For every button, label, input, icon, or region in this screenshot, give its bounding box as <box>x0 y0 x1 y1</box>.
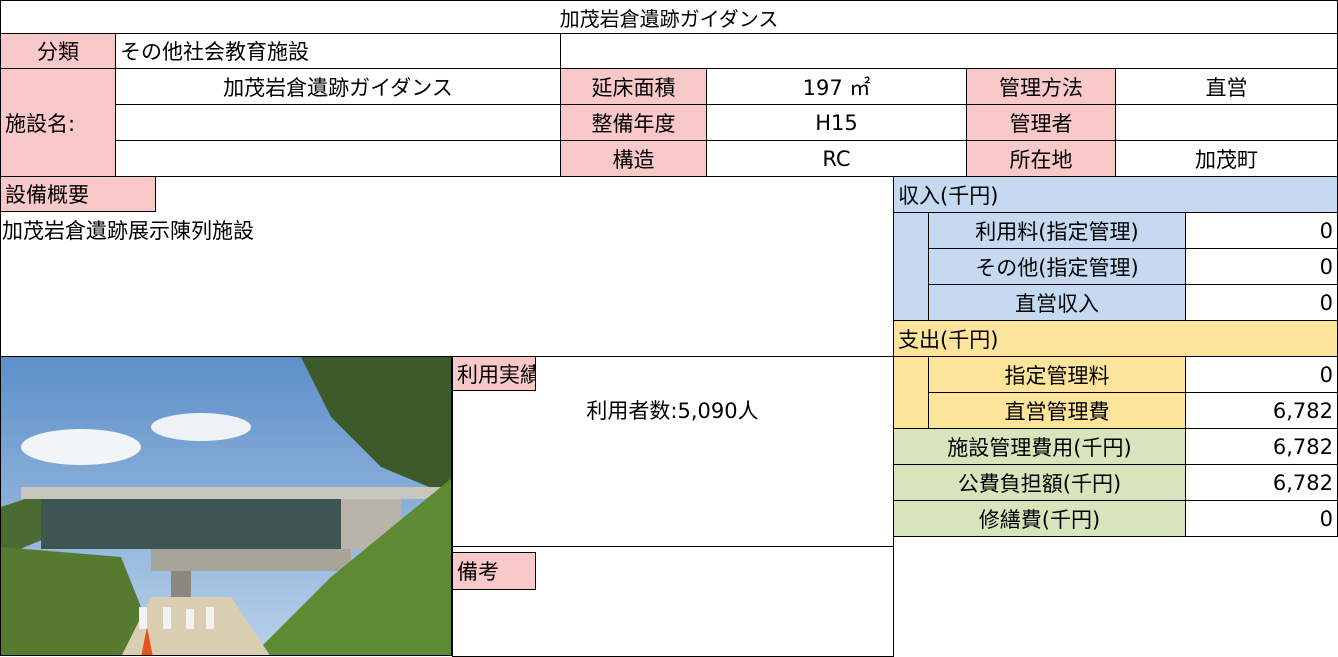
label: 支出(千円) <box>893 320 1338 357</box>
value: 直営 <box>1115 68 1338 105</box>
value: 6,782 <box>1185 464 1338 501</box>
value: その他社会教育施設 <box>115 33 561 69</box>
label: 備考 <box>452 552 536 590</box>
title: 加茂岩倉遺跡ガイダンス <box>0 0 1338 34</box>
label: 所在地 <box>966 140 1116 177</box>
value: 197 ㎡ <box>706 68 967 105</box>
value: 加茂町 <box>1115 140 1338 177</box>
text: 利用者数:5,090人 <box>586 399 759 423</box>
label: 設備概要 <box>0 176 156 212</box>
indent <box>893 356 929 429</box>
label: 施設管理費用(千円) <box>893 428 1186 465</box>
label: 利用料(指定管理) <box>928 212 1186 249</box>
value: 0 <box>1185 500 1338 537</box>
value: H15 <box>706 104 967 141</box>
label: 分類 <box>0 33 116 69</box>
cell <box>560 33 1338 69</box>
value: 6,782 <box>1185 392 1338 429</box>
value: 6,782 <box>1185 428 1338 465</box>
label: 収入(千円) <box>893 176 1338 213</box>
label: 延床面積 <box>560 68 707 105</box>
cell <box>115 140 561 177</box>
value: 0 <box>1185 212 1338 249</box>
indent <box>893 212 929 321</box>
text: 加茂岩倉遺跡展示陳列施設 <box>2 219 254 243</box>
label: 管理方法 <box>966 68 1116 105</box>
label: 直営管理費 <box>928 392 1186 429</box>
label: 直営収入 <box>928 284 1186 321</box>
label: 指定管理料 <box>928 356 1186 393</box>
label: 整備年度 <box>560 104 707 141</box>
value: RC <box>706 140 967 177</box>
value: 加茂岩倉遺跡ガイダンス <box>115 68 561 105</box>
label: その他(指定管理) <box>928 248 1186 285</box>
label: 利用実績 <box>452 356 536 391</box>
label: 施設名: <box>0 68 116 177</box>
label: 公費負担額(千円) <box>893 464 1186 501</box>
label: 修繕費(千円) <box>893 500 1186 537</box>
value: 0 <box>1185 284 1338 321</box>
label: 構造 <box>560 140 707 177</box>
value: 0 <box>1185 356 1338 393</box>
value <box>1115 104 1338 141</box>
facility-photo <box>0 356 452 656</box>
value: 0 <box>1185 248 1338 285</box>
cell <box>115 104 561 141</box>
label: 管理者 <box>966 104 1116 141</box>
